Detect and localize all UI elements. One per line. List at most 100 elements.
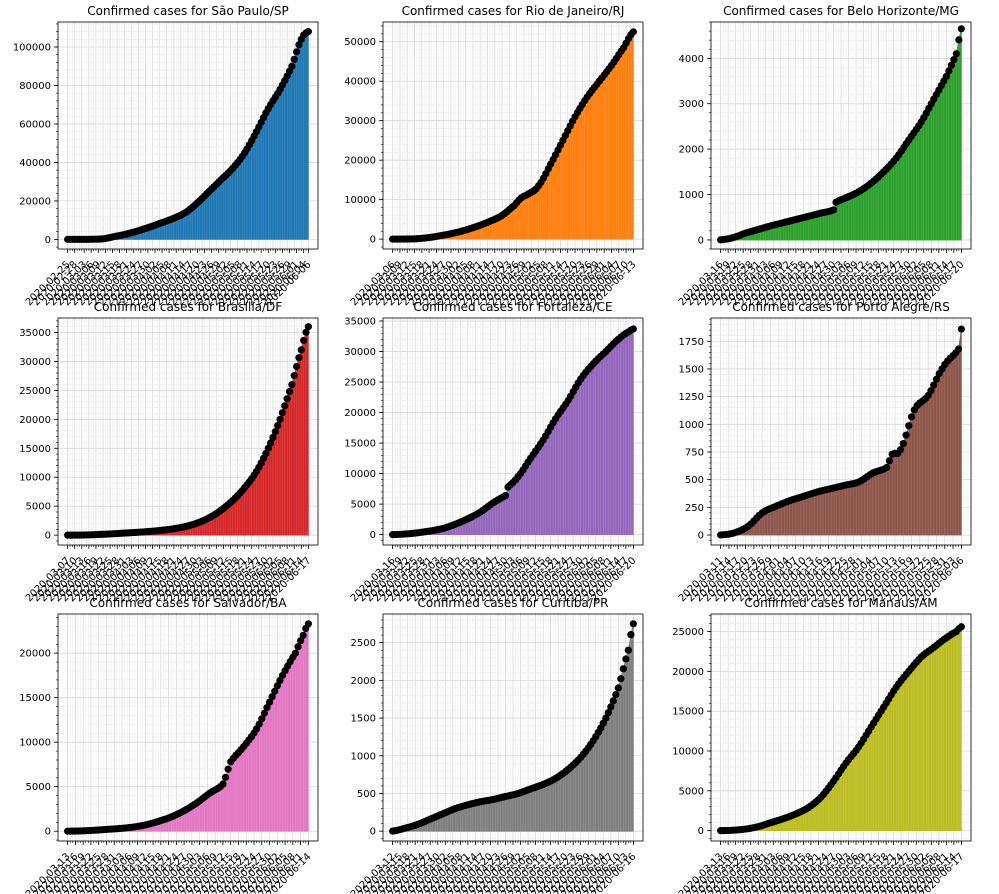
y-tick-label: 1000 [679, 420, 704, 431]
data-point [304, 620, 312, 628]
chart-panel-confirmed-cases-for-belo-horizonte-mg: 010002000300040002020-03-162020-03-19202… [677, 4, 972, 308]
data-point [927, 387, 935, 395]
data-point [614, 684, 622, 692]
chart-title: Confirmed cases for São Paulo/SP [87, 4, 288, 18]
y-tick-label: 0 [45, 827, 51, 838]
chart-title: Confirmed cases for Porto Alegre/RS [732, 300, 950, 314]
markers [717, 325, 965, 539]
y-tick-label: 1500 [679, 364, 704, 375]
chart-panel-confirmed-cases-for-bras-lia-df: 050001000015000200002500030000350002020-… [19, 300, 319, 604]
y-tick-label: 10000 [672, 746, 704, 757]
data-point [629, 28, 637, 36]
data-point [627, 631, 635, 639]
chart-title: Confirmed cases for Rio de Janeiro/RJ [402, 4, 625, 18]
markers [717, 623, 965, 835]
data-point [619, 665, 627, 673]
data-point [612, 690, 620, 699]
y-tick-label: 30000 [19, 357, 51, 368]
y-tick-label: 30000 [344, 347, 376, 358]
data-point [629, 325, 637, 333]
data-point [271, 687, 279, 695]
y-tick-label: 10000 [344, 469, 376, 480]
data-point [265, 698, 274, 706]
data-point [278, 409, 287, 417]
y-tick-label: 80000 [19, 81, 51, 92]
data-point [274, 421, 282, 430]
chart-panel-confirmed-cases-for-fortaleza-ce: 050001000015000200002500030000350002020-… [344, 300, 644, 604]
data-point [283, 395, 291, 403]
data-point [617, 675, 625, 683]
data-point [295, 354, 303, 362]
markers [717, 25, 965, 244]
chart-panel-confirmed-cases-for-manaus-am: 05000100001500020000250002020-03-132020-… [672, 596, 972, 894]
data-point [957, 325, 965, 333]
data-point [952, 50, 960, 58]
y-tick-label: 5000 [26, 502, 51, 513]
data-point [883, 463, 891, 472]
data-point [292, 48, 301, 56]
bar-separators [67, 31, 309, 240]
data-point [304, 323, 312, 331]
y-tick-label: 50000 [344, 37, 376, 48]
bar-separators [67, 326, 309, 536]
chart-panel-confirmed-cases-for-rio-de-janeiro-rj: 010000200003000040000500002020-03-062020… [344, 4, 644, 308]
y-tick-label: 2000 [679, 145, 704, 156]
y-tick-label: 5000 [351, 500, 376, 511]
data-point [907, 413, 916, 421]
data-point [622, 655, 630, 663]
y-tick-label: 20000 [19, 415, 51, 426]
markers [389, 28, 637, 243]
y-tick-label: 100000 [13, 43, 51, 54]
y-tick-label: 20000 [344, 156, 376, 167]
data-point [267, 439, 275, 447]
y-tick-label: 1250 [679, 392, 704, 403]
data-point [290, 55, 298, 63]
y-tick-label: 3000 [679, 99, 704, 110]
axes-frame [710, 317, 972, 546]
y-tick-label: 15000 [672, 707, 704, 718]
data-point [271, 428, 279, 436]
markers [64, 28, 312, 243]
data-point [281, 402, 289, 410]
chart-title: Confirmed cases for Curitiba/PR [418, 596, 609, 610]
y-tick-label: 2500 [351, 638, 376, 649]
data-point [932, 375, 941, 383]
data-point [295, 41, 303, 49]
y-tick-label: 500 [357, 789, 376, 800]
data-point [288, 380, 296, 389]
data-point [930, 381, 938, 389]
data-point [624, 646, 632, 654]
data-point [268, 693, 276, 701]
data-point [609, 697, 617, 705]
y-tick-label: 0 [698, 826, 704, 837]
y-tick-label: 35000 [19, 328, 51, 339]
data-point [221, 773, 230, 781]
y-tick-label: 4000 [679, 54, 704, 65]
bar-separators [720, 28, 962, 240]
data-point [955, 345, 963, 353]
y-tick-label: 10000 [19, 473, 51, 484]
y-tick-label: 0 [370, 827, 376, 838]
data-point [288, 62, 296, 70]
y-tick-label: 1000 [351, 751, 376, 762]
data-point [291, 649, 300, 657]
y-tick-label: 20000 [19, 649, 51, 660]
y-tick-label: 1000 [679, 190, 704, 201]
y-tick-label: 25000 [19, 386, 51, 397]
data-point [258, 715, 266, 723]
data-point [276, 415, 284, 423]
y-tick-label: 25000 [344, 378, 376, 389]
y-tick-label: 15000 [344, 439, 376, 450]
data-point [829, 206, 838, 214]
y-tick-label: 40000 [19, 158, 51, 169]
data-point [263, 704, 271, 712]
chart-panel-confirmed-cases-for-salvador-ba: 050001000015000200002020-03-132020-03-16… [19, 596, 319, 894]
data-point [902, 431, 910, 439]
data-point [292, 362, 301, 371]
data-point [905, 422, 913, 430]
data-point [302, 328, 310, 336]
y-tick-label: 20000 [672, 667, 704, 678]
data-point [950, 56, 958, 64]
